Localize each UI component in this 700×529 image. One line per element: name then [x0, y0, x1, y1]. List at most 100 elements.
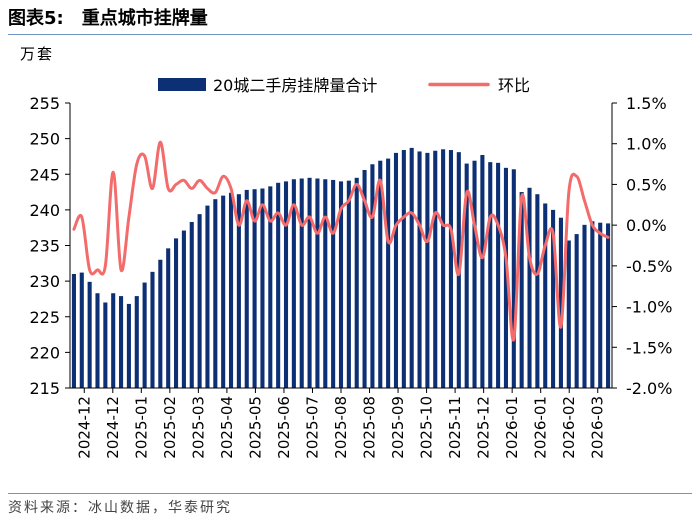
- bar: [370, 164, 375, 388]
- bar: [126, 303, 131, 388]
- bar: [543, 203, 548, 388]
- bar: [409, 147, 414, 388]
- x-tick-label: 2026-01: [532, 396, 550, 459]
- legend-line-label: 环比: [498, 76, 530, 95]
- bar: [268, 186, 273, 388]
- bar: [598, 222, 603, 388]
- bar: [236, 194, 241, 388]
- bar: [181, 230, 186, 388]
- x-tick-label: 2026-02: [560, 396, 578, 459]
- chart-legend: 20城二手房挂牌量合计 环比: [158, 76, 530, 95]
- bar: [606, 223, 611, 388]
- bar: [362, 169, 367, 388]
- x-tick-label: 2025-08: [361, 396, 379, 459]
- x-tick-label: 2025-05: [246, 396, 264, 459]
- x-tick-label: 2025-03: [189, 396, 207, 459]
- bar: [519, 192, 524, 388]
- y-left-tick-label: 250: [29, 130, 60, 149]
- bar: [71, 274, 76, 388]
- bar: [252, 189, 257, 388]
- bar: [276, 182, 281, 388]
- left-axis-unit-label: 万套: [20, 45, 55, 63]
- title-divider: [8, 34, 692, 35]
- bar: [425, 152, 430, 389]
- y-right-tick-label: -0.5%: [626, 257, 672, 276]
- bar: [158, 259, 163, 388]
- bar: [213, 199, 218, 388]
- bar: [448, 150, 454, 388]
- bar: [488, 162, 493, 388]
- mom-change-line: [72, 140, 610, 342]
- bar: [87, 281, 92, 388]
- line-series: [72, 140, 610, 342]
- bar: [464, 163, 469, 388]
- x-tick-label: 2025-06: [275, 396, 293, 459]
- bar: [472, 160, 477, 388]
- x-tick-label: 2025-07: [303, 396, 321, 459]
- bar: [496, 162, 501, 388]
- bar: [307, 177, 312, 388]
- y-left-tick-label: 215: [29, 379, 60, 398]
- bar: [346, 180, 351, 388]
- source-note: 资料来源：冰山数据，华泰研究: [8, 500, 232, 516]
- bar: [386, 158, 391, 388]
- bar: [558, 217, 563, 388]
- bar: [551, 209, 556, 389]
- bar: [197, 214, 202, 388]
- bar: [480, 155, 485, 388]
- bar: [244, 189, 249, 388]
- y-right-tick-label: -1.5%: [626, 338, 672, 357]
- y-right-tick-label: 0.5%: [626, 175, 667, 194]
- bar: [574, 234, 579, 388]
- x-tick-label: 2025-08: [332, 396, 350, 459]
- bar: [331, 179, 336, 388]
- bar: [111, 293, 116, 388]
- y-left-tick-label: 235: [29, 237, 60, 256]
- bar: [393, 152, 399, 389]
- bar: [417, 151, 422, 388]
- bar: [433, 150, 438, 388]
- x-tick-label: 2025-11: [446, 396, 464, 459]
- bar: [354, 177, 359, 388]
- x-tick-label: 2025-09: [389, 396, 407, 459]
- bar: [582, 224, 587, 388]
- bar: [291, 179, 296, 388]
- figure-number: 图表5:: [8, 8, 64, 29]
- x-tick-label: 2025-01: [132, 396, 150, 459]
- bar: [79, 272, 84, 388]
- y-left-tick-label: 245: [29, 165, 60, 184]
- bar: [527, 187, 532, 388]
- bar: [119, 296, 124, 388]
- bar: [315, 178, 320, 388]
- y-left-tick-label: 240: [29, 201, 60, 220]
- bar: [299, 178, 304, 388]
- chart-axes: 215 220 225 230 235 240 245 250 255 -2.0% -1.5% -1.…: [29, 94, 672, 459]
- x-tick-label: 2024-12: [104, 396, 122, 459]
- legend-bar-swatch: [158, 78, 206, 91]
- figure-title-text: 重点城市挂牌量: [81, 8, 208, 29]
- bar: [150, 271, 155, 388]
- figure-title: 图表5: 重点城市挂牌量: [8, 4, 208, 34]
- bar: [166, 248, 171, 388]
- y-right-tick-label: 1.5%: [626, 94, 667, 113]
- x-tick-label: 2026-01: [503, 396, 521, 459]
- y-right-tick-label: 1.0%: [626, 135, 667, 154]
- bar: [566, 240, 571, 388]
- bar: [511, 169, 516, 388]
- bar: [338, 181, 344, 389]
- y-right-tick-label: -2.0%: [626, 379, 672, 398]
- x-tick-label: 2025-12: [475, 396, 493, 459]
- y-left-tick-label: 230: [29, 272, 60, 291]
- bar: [503, 167, 508, 388]
- x-tick-label: 2025-10: [418, 396, 436, 459]
- bar: [228, 192, 234, 388]
- y-right-tick-label: -1.0%: [626, 298, 672, 317]
- bar: [590, 221, 595, 388]
- y-left-tick-label: 220: [29, 343, 60, 362]
- bar: [378, 160, 383, 388]
- y-left-tick-label: 255: [29, 94, 60, 113]
- y-right-tick-label: 0.0%: [626, 216, 667, 235]
- bar: [174, 238, 179, 389]
- source-divider: [8, 493, 692, 494]
